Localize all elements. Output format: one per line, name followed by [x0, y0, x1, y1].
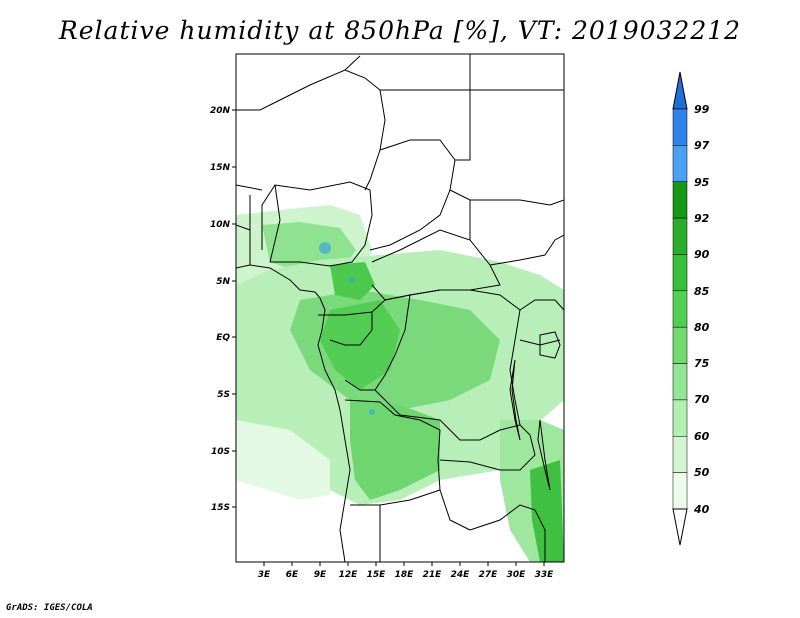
colorbar-segment [672, 108, 688, 146]
colorbar-label: 50 [694, 466, 710, 479]
colorbar-label: 97 [694, 139, 710, 152]
colorbar-label: 70 [694, 393, 710, 406]
colorbar-segment [672, 217, 688, 255]
colorbar: 99 97 95 92 90 85 80 75 70 60 50 40 [672, 71, 710, 546]
humidity-peak-angola [369, 409, 375, 415]
map-frame [235, 53, 565, 563]
colorbar-label: 95 [694, 176, 710, 189]
border-mali-algeria [236, 69, 386, 191]
lat-labels: 20N 15N 10N 5N EQ 5S 10S 15S [210, 106, 231, 513]
humidity-field [236, 205, 564, 562]
lat-label: EQ [216, 333, 230, 343]
lake-tanganyika [509, 359, 521, 441]
border-zambia [439, 424, 536, 471]
grads-credit: GrADS: IGES/COLA [6, 603, 93, 613]
lon-label: 18E [395, 570, 415, 580]
humidity-peak-cameroon [349, 277, 355, 283]
lon-label: 27E [479, 570, 499, 580]
lon-label: 3E [258, 570, 271, 580]
colorbar-labels: 99 97 95 92 90 85 80 75 70 60 50 40 [693, 103, 710, 516]
lon-label: 24E [451, 570, 471, 580]
lat-ticks [232, 109, 236, 508]
lat-label: 5N [216, 277, 230, 287]
humidity-region-angola [350, 400, 440, 500]
humidity-peak-nigeria [319, 242, 331, 254]
lat-label: 15S [211, 503, 230, 513]
border-cameroon-gabon [318, 311, 373, 346]
border-drc [374, 289, 521, 441]
border-nigeria [261, 181, 373, 267]
border-west-africa-inner [236, 184, 281, 265]
border-sudan [449, 90, 564, 206]
colorbar-segment [672, 290, 688, 328]
lat-label: 20N [210, 106, 231, 116]
lake-victoria [539, 331, 561, 359]
colorbar-label: 92 [694, 212, 710, 225]
humidity-region-atlantic [236, 420, 330, 500]
colorbar-label: 80 [694, 321, 710, 334]
lon-label: 15E [367, 570, 387, 580]
lon-label: 30E [507, 570, 527, 580]
colorbar-bottom-triangle [672, 508, 688, 546]
lon-label: 9E [314, 570, 327, 580]
colorbar-segments [672, 108, 688, 510]
lon-labels: 3E 6E 9E 12E 15E 18E 21E 24E 27E 30E 33E [258, 570, 554, 580]
lat-label: 5S [217, 390, 230, 400]
colorbar-label: 85 [694, 285, 710, 298]
border-angola [344, 399, 441, 506]
colorbar-label: 90 [694, 248, 710, 261]
colorbar-segment [672, 436, 688, 473]
borders [236, 54, 564, 562]
lat-label: 15N [210, 163, 231, 173]
colorbar-segment [672, 363, 688, 401]
colorbar-label: 99 [694, 103, 710, 116]
colorbar-label: 40 [693, 503, 710, 516]
colorbar-segment [672, 254, 688, 292]
border-congo [344, 294, 411, 391]
border-south-sudan [469, 200, 564, 266]
lat-label: 10N [210, 220, 231, 230]
colorbar-segment [672, 181, 688, 219]
border-namibia [379, 489, 471, 562]
lon-label: 12E [339, 570, 359, 580]
map-title: Relative humidity at 850hPa [%], VT: 201… [58, 16, 742, 45]
lon-ticks [263, 562, 545, 566]
lon-label: 6E [286, 570, 299, 580]
colorbar-segment [672, 145, 688, 182]
colorbar-segment [672, 326, 688, 364]
colorbar-segment [672, 472, 688, 510]
lon-label: 33E [535, 570, 555, 580]
border-chad [369, 139, 456, 251]
colorbar-label: 75 [694, 357, 710, 370]
lake-malawi [537, 419, 551, 491]
coastline [236, 264, 351, 562]
border-niger-libya [344, 54, 471, 91]
colorbar-segment [672, 399, 688, 437]
border-zimbabwe [469, 504, 546, 562]
lon-label: 21E [423, 570, 443, 580]
colorbar-top-triangle [672, 71, 688, 110]
humidity-region-mozambique [530, 460, 564, 562]
colorbar-label: 60 [694, 430, 710, 443]
border-libya-egypt [469, 89, 564, 110]
lat-label: 10S [211, 447, 230, 457]
